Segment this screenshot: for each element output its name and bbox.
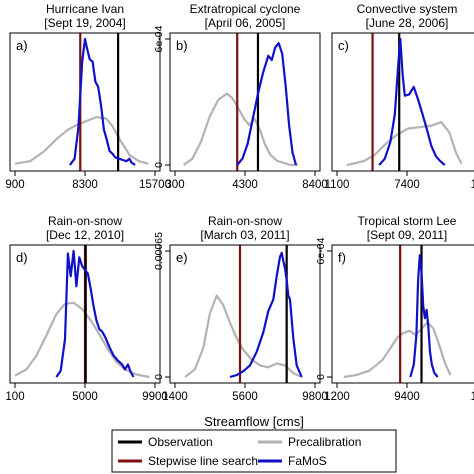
x-tick-label: 5000 [72,391,98,403]
x-axis-title: Streamflow [cms] [204,414,304,429]
panel-title: Rain-on-snow [48,214,122,228]
precalibration-series-line [14,301,150,379]
x-tick-label: 1400 [162,391,188,403]
famos-series-line [69,37,136,166]
legend-observation-label: Observation [148,435,213,449]
precalibration-series-line [14,116,149,165]
x-tick-label: 13 [471,179,474,191]
panel-e: Rain-on-snow[March 03, 2011] e) 1400 5600 98… [153,214,328,403]
plot-area [14,245,150,383]
x-tick-label: 17 [471,391,474,403]
x-tick-label: 900 [5,179,24,191]
panel-label: f) [338,250,346,265]
legend-stepwise-label: Stepwise line search [148,454,258,468]
plot-area [14,33,149,171]
plot-frame [331,32,474,172]
panel-title: Extratropical cyclone [190,2,301,16]
panel-subtitle: [Sept 09, 2011] [367,228,448,242]
panel-title: Hurricane Ivan [46,2,124,16]
panel-label: a) [16,38,28,53]
x-tick-label: 1100 [325,179,350,191]
panel-a: Hurricane Ivan[Sept 19, 2004] a) 900 8300 15… [5,2,171,191]
x-tick-label: 9900 [142,391,168,403]
precalibration-series-line [343,321,452,379]
plot-frame [169,244,321,384]
legend: Observation Precalibration Stepwise line… [111,429,397,473]
panel-d: Rain-on-snow[Dec 12, 2010] d) 100 5000 9900 [5,214,167,403]
legend-box [111,429,397,473]
panel-b: Extratropical cyclone[April 06, 2005] b) 3… [153,2,328,191]
panel-subtitle: [March 03, 2011] [200,228,289,242]
x-tick-label: 5600 [232,391,258,403]
x-tick-label: 300 [165,179,184,191]
panel-label: e) [176,250,188,265]
panel-title: Convective system [357,2,458,16]
x-tick-label: 8300 [72,179,98,191]
precalibration-series-line [346,121,463,167]
x-tick-label: 100 [5,391,24,403]
x-tick-label: 9800 [302,391,328,403]
panel-label: b) [176,38,188,53]
x-tick-label: 4300 [232,179,258,191]
plot-area [184,245,303,383]
x-tick-label: 1200 [324,391,350,403]
panels-group: Hurricane Ivan[Sept 19, 2004] a) 900 8300 15… [5,2,474,403]
x-tick-label: 7400 [394,179,420,191]
y-tick-label: 6e-04 [153,25,165,52]
plot-area [343,245,452,383]
y-tick-label: 0 [153,374,165,380]
panel-subtitle: [Dec 12, 2010] [46,228,124,242]
plot-area [182,33,298,171]
plot-frame [331,244,474,384]
panel-subtitle: [June 28, 2006] [366,16,449,30]
precalibration-series-line [182,92,298,167]
plot-area [346,33,463,171]
panel-f: Tropical storm Lee[Sept 09, 2011] f) 1200 9… [315,214,474,403]
famos-series-line [409,254,439,378]
x-tick-label: 9400 [394,391,420,403]
panel-title: Tropical storm Lee [358,214,457,228]
y-tick-label: 0 [315,374,327,380]
panel-label: d) [16,250,28,265]
panel-subtitle: [Sept 19, 2004] [44,16,125,30]
legend-famos-label: FaMoS [288,454,327,468]
famos-series-line [229,251,303,379]
precalibration-series-line [184,294,303,378]
panel-subtitle: [April 06, 2005] [205,16,286,30]
legend-precalibration-label: Precalibration [288,435,361,449]
famos-series-line [55,249,135,378]
famos-series-line [236,42,298,166]
panel-label: c) [338,38,349,53]
x-tick-label: 15700 [139,179,171,191]
y-tick-label: 0 [153,162,165,168]
panel-c: Convective system[June 28, 2006] c) 1100 74… [325,2,474,191]
x-tick-label: 8400 [302,179,328,191]
plot-frame [9,32,161,172]
y-tick-label: 6e-04 [315,237,327,264]
y-tick-label: 0.00065 [153,232,165,270]
famos-series-line [378,37,446,166]
panel-title: Rain-on-snow [208,214,282,228]
